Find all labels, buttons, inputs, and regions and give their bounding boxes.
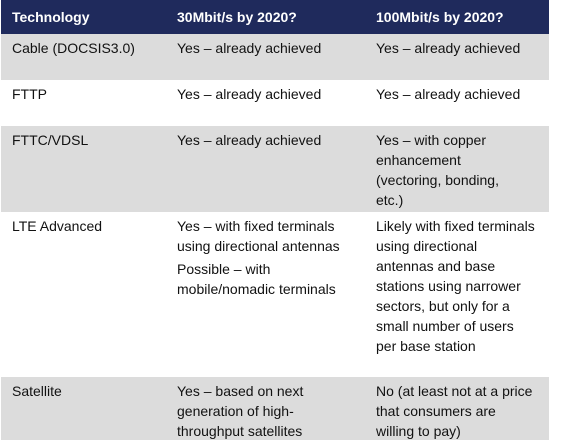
cell-30mbit: Yes – with fixed terminals using directi… <box>177 216 362 299</box>
cell-30mbit: Yes – already achieved <box>177 86 322 102</box>
cell-technology: Cable (DOCSIS3.0) <box>12 40 135 56</box>
table-row: FTTC/VDSL Yes – already achieved Yes – w… <box>1 126 549 212</box>
cell-30mbit: Yes – based on next generation of high-t… <box>177 383 304 439</box>
cell-30mbit: Yes – already achieved <box>177 132 322 148</box>
cell-100mbit: No (at least not at a price that consume… <box>376 383 533 439</box>
cell-100mbit: Yes – already achieved <box>376 86 521 102</box>
cell-100mbit: Likely with fixed terminals using direct… <box>376 218 535 354</box>
table-row: FTTP Yes – already achieved Yes – alread… <box>1 80 549 126</box>
cell-100mbit: Yes – with copper enhancement (vectoring… <box>376 132 499 208</box>
header-30mbit: 30Mbit/s by 2020? <box>177 9 297 25</box>
cell-technology: FTTP <box>12 86 47 102</box>
cell-30mbit: Yes – already achieved <box>177 40 322 56</box>
cell-30mbit-paragraph: Possible – with mobile/nomadic terminals <box>177 261 336 297</box>
cell-technology: LTE Advanced <box>12 218 103 234</box>
table-row: LTE Advanced Yes – with fixed terminals … <box>1 212 549 377</box>
broadband-technology-table: Technology 30Mbit/s by 2020? 100Mbit/s b… <box>1 0 549 440</box>
cell-technology: FTTC/VDSL <box>12 132 89 148</box>
cell-technology: Satellite <box>12 383 62 399</box>
table-row: Satellite Yes – based on next generation… <box>1 377 549 440</box>
table-header-row: Technology 30Mbit/s by 2020? 100Mbit/s b… <box>1 0 549 34</box>
header-technology: Technology <box>12 9 90 25</box>
cell-30mbit-paragraph: Yes – with fixed terminals using directi… <box>177 218 340 254</box>
cell-100mbit: Yes – already achieved <box>376 40 521 56</box>
table-row: Cable (DOCSIS3.0) Yes – already achieved… <box>1 34 549 80</box>
header-100mbit: 100Mbit/s by 2020? <box>376 9 504 25</box>
